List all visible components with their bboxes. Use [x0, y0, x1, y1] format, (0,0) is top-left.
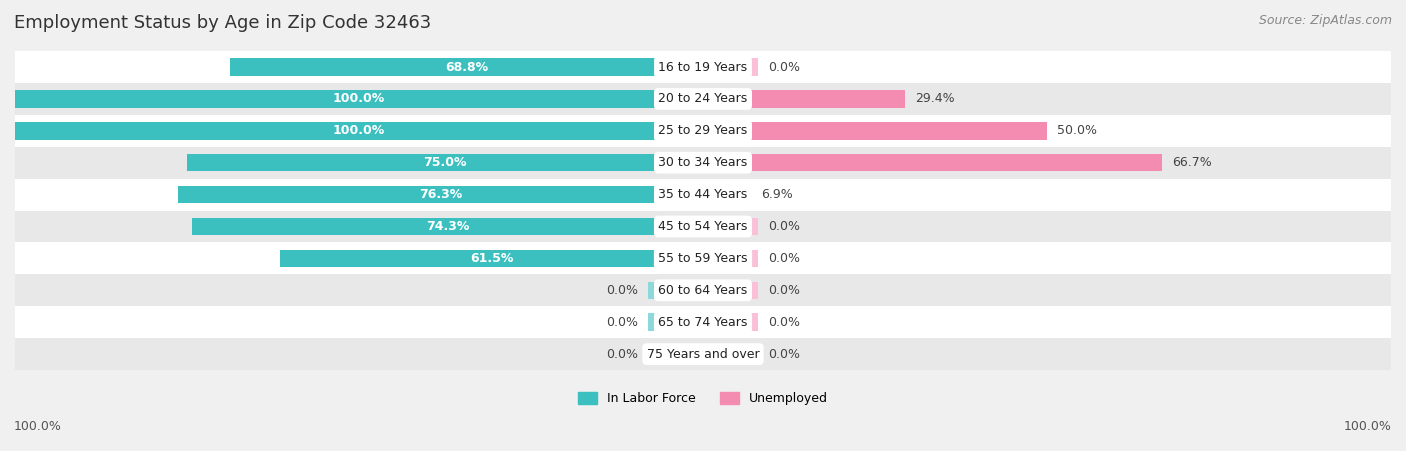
Text: 60 to 64 Years: 60 to 64 Years	[658, 284, 748, 297]
Bar	[187, 154, 703, 171]
Bar	[15, 274, 1391, 306]
Text: 30 to 34 Years: 30 to 34 Years	[658, 156, 748, 169]
Text: Source: ZipAtlas.com: Source: ZipAtlas.com	[1258, 14, 1392, 27]
Text: 0.0%: 0.0%	[606, 316, 638, 329]
Bar	[648, 345, 703, 363]
Text: 0.0%: 0.0%	[768, 316, 800, 329]
Bar	[15, 211, 1391, 243]
Text: 45 to 54 Years: 45 to 54 Years	[658, 220, 748, 233]
Bar	[703, 281, 758, 299]
Bar	[229, 58, 703, 76]
Bar	[703, 218, 758, 235]
Bar	[703, 90, 905, 108]
Legend: In Labor Force, Unemployed: In Labor Force, Unemployed	[578, 392, 828, 405]
Bar	[15, 51, 1391, 83]
Text: 0.0%: 0.0%	[768, 348, 800, 361]
Text: 75.0%: 75.0%	[423, 156, 467, 169]
Bar	[703, 122, 1047, 140]
Bar	[280, 250, 703, 267]
Bar	[15, 306, 1391, 338]
Text: 100.0%: 100.0%	[333, 92, 385, 106]
Bar	[703, 250, 758, 267]
Bar	[703, 186, 751, 203]
Text: 35 to 44 Years: 35 to 44 Years	[658, 188, 748, 201]
Text: 74.3%: 74.3%	[426, 220, 470, 233]
Bar	[15, 243, 1391, 274]
Text: 0.0%: 0.0%	[768, 252, 800, 265]
Text: 16 to 19 Years: 16 to 19 Years	[658, 60, 748, 74]
Text: 100.0%: 100.0%	[14, 420, 62, 433]
Text: 75 Years and over: 75 Years and over	[647, 348, 759, 361]
Text: 0.0%: 0.0%	[768, 60, 800, 74]
Text: 50.0%: 50.0%	[1057, 124, 1097, 137]
Text: 20 to 24 Years: 20 to 24 Years	[658, 92, 748, 106]
Bar	[648, 281, 703, 299]
Bar	[703, 313, 758, 331]
Text: 68.8%: 68.8%	[444, 60, 488, 74]
Bar	[703, 58, 758, 76]
Bar	[15, 83, 1391, 115]
Text: 100.0%: 100.0%	[333, 124, 385, 137]
Text: 66.7%: 66.7%	[1173, 156, 1212, 169]
Text: 0.0%: 0.0%	[768, 220, 800, 233]
Text: 61.5%: 61.5%	[470, 252, 513, 265]
Text: 76.3%: 76.3%	[419, 188, 463, 201]
Bar	[648, 313, 703, 331]
Text: 0.0%: 0.0%	[606, 284, 638, 297]
Bar	[191, 218, 703, 235]
Text: 65 to 74 Years: 65 to 74 Years	[658, 316, 748, 329]
Text: 0.0%: 0.0%	[768, 284, 800, 297]
Bar	[15, 147, 1391, 179]
Text: 55 to 59 Years: 55 to 59 Years	[658, 252, 748, 265]
Text: 29.4%: 29.4%	[915, 92, 955, 106]
Text: 25 to 29 Years: 25 to 29 Years	[658, 124, 748, 137]
Bar	[703, 345, 758, 363]
Bar	[15, 115, 1391, 147]
Bar	[15, 338, 1391, 370]
Text: 100.0%: 100.0%	[1344, 420, 1392, 433]
Bar	[15, 179, 1391, 211]
Text: Employment Status by Age in Zip Code 32463: Employment Status by Age in Zip Code 324…	[14, 14, 432, 32]
Text: 0.0%: 0.0%	[606, 348, 638, 361]
Text: 6.9%: 6.9%	[761, 188, 793, 201]
Bar	[179, 186, 703, 203]
Bar	[15, 90, 703, 108]
Bar	[15, 122, 703, 140]
Bar	[703, 154, 1161, 171]
